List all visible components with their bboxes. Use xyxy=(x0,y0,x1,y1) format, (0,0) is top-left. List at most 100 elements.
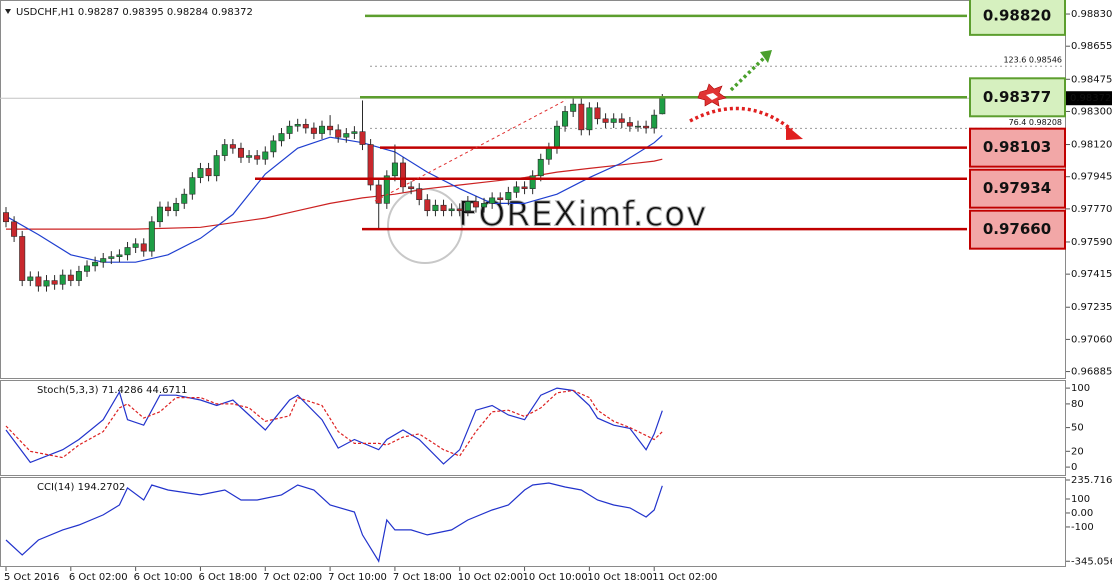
y-tick-label: 0.97235 xyxy=(1071,302,1112,313)
y-tick-label: 20 xyxy=(1071,446,1084,457)
candle-body xyxy=(626,122,633,127)
candle-body xyxy=(464,201,471,212)
candle-body xyxy=(2,212,9,223)
candle-body xyxy=(140,243,147,252)
y-tick-label: 0.97415 xyxy=(1071,269,1112,280)
candle-body xyxy=(537,158,544,177)
candle-body xyxy=(472,201,479,208)
price-tag-label: 0.98372 xyxy=(1070,93,1111,104)
candle-body xyxy=(505,192,512,200)
x-tick-label: 10 Oct 18:00 xyxy=(587,572,652,583)
candle-body xyxy=(213,155,220,177)
candle-body xyxy=(335,129,342,138)
y-tick-label: 0 xyxy=(1071,462,1077,473)
y-tick-label: 100 xyxy=(1071,383,1090,394)
candle-body xyxy=(594,107,601,120)
candle-body xyxy=(11,221,18,237)
down-arrow-head xyxy=(786,125,803,140)
candle-body xyxy=(156,206,163,223)
candle-body xyxy=(51,280,58,285)
candle-body xyxy=(659,97,666,115)
cci-title: CCI(14) 194.2702 xyxy=(37,482,125,493)
candle-body xyxy=(448,208,455,212)
candle-body xyxy=(400,162,407,188)
starburst-core xyxy=(706,93,718,100)
level-label: 0.97934 xyxy=(983,179,1051,197)
candle-body xyxy=(367,144,374,186)
y-tick-label: 0.98830 xyxy=(1071,9,1112,20)
x-tick-label: 6 Oct 10:00 xyxy=(134,572,193,583)
candle-body xyxy=(553,125,560,149)
candle-body xyxy=(221,144,228,156)
candle-body xyxy=(383,175,390,204)
candle-body xyxy=(35,276,42,287)
level-box xyxy=(969,0,1066,36)
x-tick-label: 11 Oct 02:00 xyxy=(652,572,717,583)
candle-body xyxy=(408,186,415,189)
candle-body xyxy=(124,247,131,256)
fib-label: 76.4 0.98208 xyxy=(1009,118,1062,127)
y-tick-label: 0.00 xyxy=(1071,508,1093,519)
candle-body xyxy=(318,125,325,134)
x-tick-label: 6 Oct 18:00 xyxy=(198,572,257,583)
candle-body xyxy=(278,133,285,142)
candle-body xyxy=(254,155,261,160)
x-tick-label: 7 Oct 18:00 xyxy=(393,572,452,583)
candle-body xyxy=(545,147,552,160)
candle-body xyxy=(148,221,155,252)
candle-body xyxy=(618,118,625,123)
stoch-title: Stoch(5,3,3) 71.4286 44.6711 xyxy=(37,385,188,396)
level-label: 0.98820 xyxy=(983,6,1051,24)
x-tick-label: 7 Oct 10:00 xyxy=(328,572,387,583)
candle-body xyxy=(432,204,439,212)
candle-body xyxy=(229,144,236,149)
x-tick-label: 7 Oct 02:00 xyxy=(263,572,322,583)
y-tick-label: 0.98475 xyxy=(1071,74,1112,85)
candle-body xyxy=(375,184,382,204)
candle-body xyxy=(165,206,172,212)
candle-body xyxy=(108,256,115,259)
up-arrow-head xyxy=(760,50,772,63)
x-tick-label: 10 Oct 10:00 xyxy=(523,572,588,583)
candle-body xyxy=(100,258,107,263)
y-tick-label: 0.98120 xyxy=(1071,140,1112,151)
level-label: 0.98377 xyxy=(983,88,1051,106)
candle-body xyxy=(610,118,617,123)
candle-body xyxy=(27,276,34,281)
candle-body xyxy=(351,131,358,134)
candle-body xyxy=(84,265,91,272)
candle-body xyxy=(391,162,398,177)
candle-body xyxy=(440,204,447,212)
candle-body xyxy=(246,155,253,158)
candle-body xyxy=(132,243,139,248)
candle-body xyxy=(286,125,293,134)
candle-body xyxy=(634,125,641,128)
candle-body xyxy=(481,203,488,208)
trend-line xyxy=(374,99,567,202)
x-tick-label: 6 Oct 02:00 xyxy=(69,572,128,583)
indicator-line xyxy=(5,482,663,563)
level-box xyxy=(969,209,1066,250)
candle-body xyxy=(237,147,244,158)
y-tick-label: 0.98300 xyxy=(1071,106,1112,117)
candle-body xyxy=(92,261,99,267)
candle-body xyxy=(19,236,26,281)
y-tick-label: 0.98655 xyxy=(1071,41,1112,52)
candle-body xyxy=(456,208,463,212)
candle-body xyxy=(59,274,66,285)
y-tick-label: 0.97945 xyxy=(1071,172,1112,183)
cci-panel xyxy=(0,477,1066,567)
chart-title: USDCHF,H1 0.98287 0.98395 0.98284 0.9837… xyxy=(16,7,253,18)
candle-body xyxy=(578,103,585,131)
candle-body xyxy=(67,274,74,281)
candle-body xyxy=(181,193,188,204)
level-box xyxy=(969,168,1066,209)
indicator-line xyxy=(5,387,663,465)
candle-body xyxy=(489,197,496,204)
candle-body xyxy=(424,199,431,212)
menu-triangle xyxy=(5,9,11,14)
stoch-panel xyxy=(0,380,1066,476)
y-tick-label: 235.7163 xyxy=(1071,475,1112,486)
candle-body xyxy=(643,125,650,129)
